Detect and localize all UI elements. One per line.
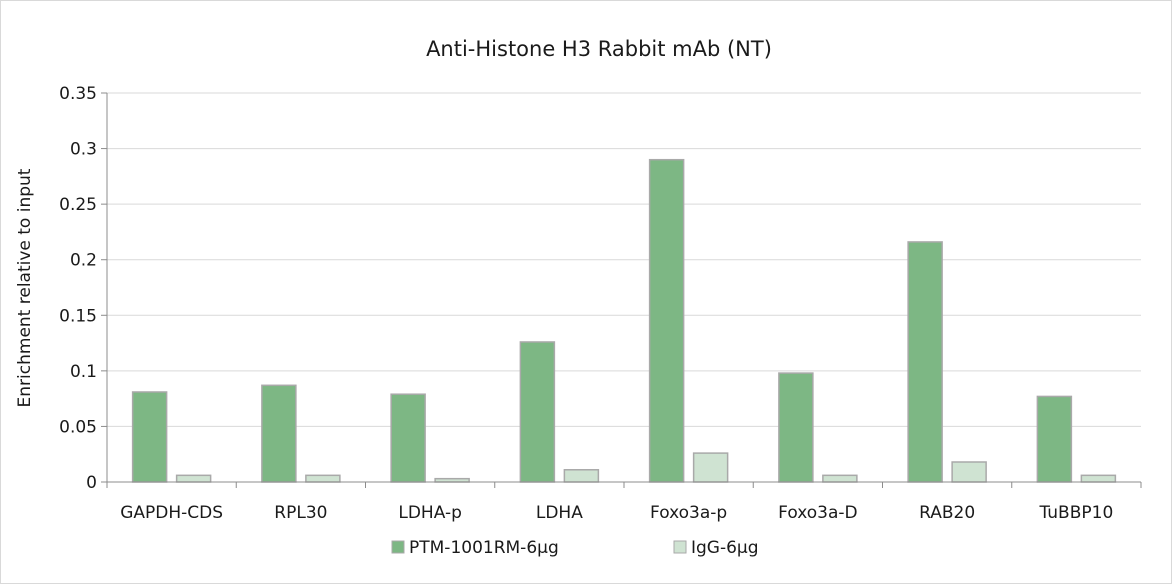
legend: PTM-1001RM-6μg IgG-6μg: [391, 538, 759, 558]
legend-swatch: [673, 540, 687, 554]
legend-item: IgG-6μg: [673, 538, 759, 558]
bar-igg: [951, 461, 987, 483]
x-tick-label: LDHA-p: [398, 503, 462, 523]
bar-ptm: [131, 391, 168, 483]
bar-ptm: [778, 372, 814, 483]
bar-igg: [434, 477, 470, 483]
legend-label: IgG-6μg: [691, 538, 759, 558]
x-tick-labels: GAPDH-CDS RPL30 LDHA-p LDHA Foxo3a-p Foxo3a-D…: [120, 503, 1113, 523]
x-tick-label: TuBBP10: [1038, 503, 1113, 523]
x-tick-label: RPL30: [274, 503, 327, 523]
bar-igg: [822, 474, 858, 483]
bar-igg: [563, 469, 600, 483]
y-tick-label: 0: [86, 473, 97, 493]
legend-swatch: [391, 540, 405, 554]
y-tick-label: 0.3: [70, 140, 97, 160]
bar-igg: [175, 474, 212, 483]
axes: [101, 92, 1142, 488]
bar-ptm: [1036, 395, 1073, 483]
x-tick-label: LDHA: [536, 503, 583, 523]
bar-igg: [1080, 474, 1117, 483]
bar-ptm: [519, 341, 556, 483]
x-tick-label: Foxo3a-D: [778, 503, 857, 523]
bar-igg: [692, 452, 729, 483]
y-tick-label: 0.1: [70, 362, 97, 382]
x-tick-label: Foxo3a-p: [650, 503, 727, 523]
y-axis-label: Enrichment relative to input: [15, 168, 35, 407]
bar-ptm: [907, 241, 943, 483]
y-tick-label: 0.05: [59, 417, 97, 437]
y-tick-label: 0.2: [70, 251, 97, 271]
bar-ptm: [261, 384, 297, 483]
bars: [131, 158, 1117, 483]
chart-title: Anti-Histone H3 Rabbit mAb (NT): [426, 37, 772, 61]
y-tick-labels: 0 0.05 0.1 0.15 0.2 0.25 0.3 0.35: [59, 84, 97, 493]
bar-ptm: [648, 158, 685, 483]
x-tick-label: RAB20: [919, 503, 975, 523]
gridlines: [107, 92, 1141, 427]
y-tick-label: 0.15: [59, 306, 97, 326]
x-tick-label: GAPDH-CDS: [120, 503, 223, 523]
bar-ptm: [390, 393, 426, 483]
legend-item: PTM-1001RM-6μg: [391, 538, 559, 558]
bar-igg: [305, 474, 341, 483]
legend-label: PTM-1001RM-6μg: [409, 538, 559, 558]
y-tick-label: 0.35: [59, 84, 97, 104]
y-tick-label: 0.25: [59, 195, 97, 215]
